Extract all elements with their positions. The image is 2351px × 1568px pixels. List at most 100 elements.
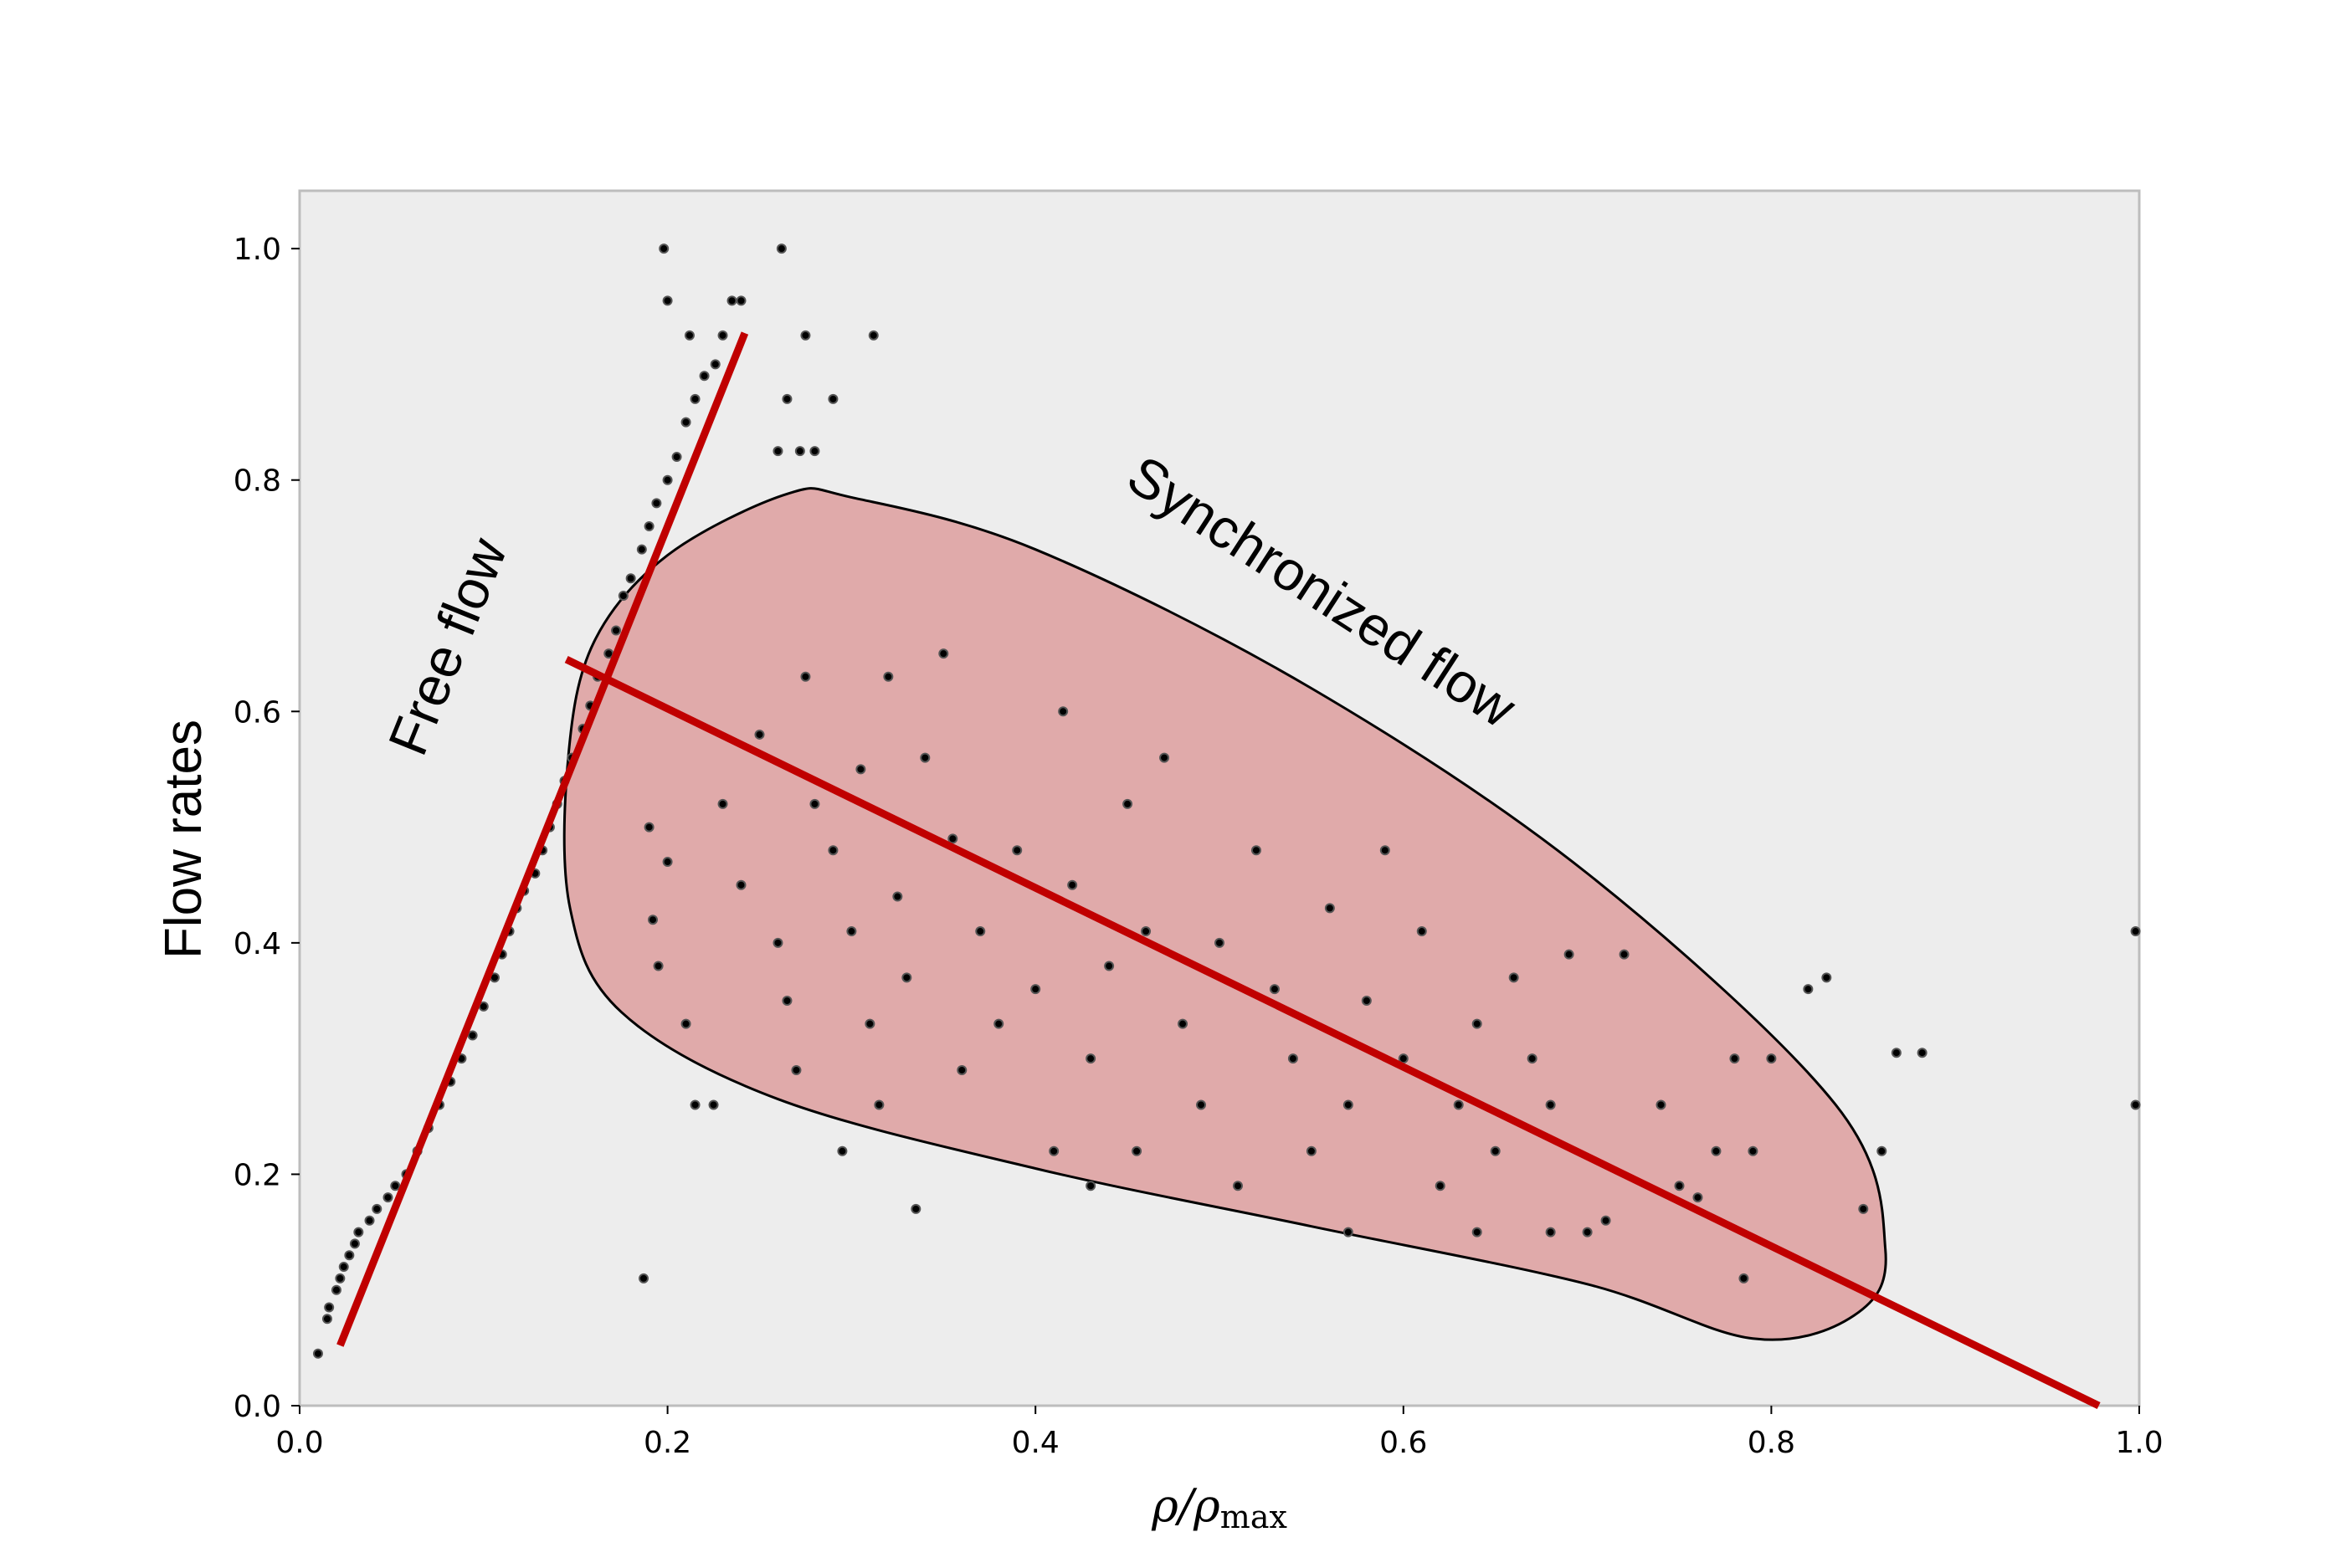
data-point-0-123 (1527, 1053, 1537, 1064)
data-point-0-106 (1214, 937, 1224, 948)
data-point-0-59 (773, 446, 783, 457)
data-point-0-108 (1250, 845, 1261, 856)
data-point-0-1 (321, 1314, 332, 1325)
data-point-0-95 (1049, 1145, 1060, 1156)
data-point-0-42 (662, 474, 673, 485)
data-point-0-129 (1674, 1181, 1685, 1191)
data-point-0-101 (1132, 1145, 1142, 1156)
data-point-0-99 (1104, 961, 1115, 971)
data-point-0-127 (1619, 949, 1630, 960)
data-point-0-67 (653, 961, 664, 971)
y-tick-label-2: 0.4 (234, 927, 281, 961)
data-point-0-110 (1287, 1053, 1298, 1064)
data-point-0-143 (1086, 1181, 1096, 1191)
data-point-0-69 (680, 1018, 691, 1029)
y-tick-label-1: 0.2 (234, 1158, 281, 1192)
data-point-0-6 (344, 1250, 355, 1261)
data-point-0-147 (1600, 1215, 1611, 1226)
scatter-points-layer (312, 243, 2141, 1359)
data-point-0-120 (1471, 1018, 1482, 1029)
data-point-0-3 (331, 1284, 341, 1295)
data-point-0-125 (1563, 949, 1574, 960)
x-tick-label-4: 0.8 (1748, 1426, 1795, 1460)
data-point-0-149 (1748, 1145, 1758, 1156)
data-point-0-135 (1821, 972, 1832, 983)
data-point-0-36 (611, 625, 622, 636)
data-point-0-39 (636, 544, 647, 555)
data-point-0-114 (1361, 996, 1372, 1006)
y-axis-ticks: 0.0 0.2 0.4 0.6 0.8 1.0 (234, 233, 300, 1424)
data-point-0-40 (644, 521, 654, 532)
x-axis-label-subscript: max (1220, 1499, 1287, 1535)
data-point-0-94 (1030, 984, 1041, 995)
data-point-0-37 (618, 591, 629, 601)
data-point-0-102 (1141, 926, 1152, 937)
data-point-0-105 (1196, 1099, 1207, 1110)
data-point-0-88 (938, 648, 949, 659)
data-point-0-76 (800, 671, 811, 682)
data-point-0-111 (1306, 1145, 1317, 1156)
data-point-0-58 (828, 393, 839, 404)
data-point-0-130 (1711, 1145, 1722, 1156)
x-axis-ticks: 0.0 0.2 0.4 0.6 0.8 1.0 (275, 1406, 2164, 1460)
y-tick-label-3: 0.6 (234, 695, 281, 730)
data-point-0-139 (1917, 1048, 1928, 1058)
data-point-0-132 (1738, 1273, 1749, 1284)
data-point-0-87 (920, 752, 931, 763)
data-point-0-142 (911, 1203, 921, 1214)
data-point-0-77 (809, 798, 820, 809)
data-point-0-113 (1342, 1099, 1353, 1110)
data-point-0-86 (901, 972, 912, 983)
data-point-0-96 (1058, 706, 1069, 717)
synchronized-flow-region (562, 487, 1887, 1341)
data-point-0-104 (1178, 1018, 1188, 1029)
data-point-0-74 (782, 996, 793, 1006)
y-tick-label-0: 0.0 (234, 1390, 281, 1424)
data-point-0-115 (1379, 845, 1390, 856)
data-point-0-128 (1655, 1099, 1666, 1110)
synchronized-flow-region-layer (562, 487, 1887, 1341)
data-point-0-12 (390, 1181, 401, 1191)
data-point-0-47 (710, 359, 721, 370)
data-point-0-55 (868, 330, 879, 341)
data-point-0-2 (324, 1302, 335, 1313)
data-point-0-48 (717, 330, 728, 341)
data-point-0-146 (1545, 1227, 1556, 1237)
data-point-0-68 (662, 857, 673, 868)
data-point-0-121 (1490, 1145, 1501, 1156)
data-point-0-93 (1012, 845, 1023, 856)
data-point-0-148 (1692, 1192, 1703, 1203)
x-tick-label-2: 0.4 (1012, 1426, 1060, 1460)
data-point-0-81 (855, 764, 866, 775)
fit-line-1 (564, 656, 2101, 1410)
data-point-0-75 (791, 1064, 802, 1075)
data-point-0-91 (975, 926, 986, 937)
data-point-0-85 (892, 891, 903, 902)
x-tick-label-1: 0.2 (644, 1426, 691, 1460)
data-point-0-56 (684, 330, 695, 341)
data-point-0-144 (1342, 1227, 1353, 1237)
data-point-0-98 (1086, 1053, 1096, 1064)
data-point-0-66 (648, 915, 659, 925)
data-point-0-112 (1324, 903, 1335, 914)
data-point-0-97 (1067, 879, 1078, 890)
data-point-0-117 (1416, 926, 1427, 937)
data-point-0-43 (671, 452, 682, 463)
data-point-0-140 (2130, 926, 2141, 937)
data-point-0-7 (349, 1238, 360, 1249)
data-point-0-45 (690, 393, 701, 404)
data-point-0-78 (828, 845, 839, 856)
data-point-0-64 (708, 1099, 719, 1110)
data-point-0-51 (662, 295, 673, 306)
data-point-0-133 (1766, 1053, 1777, 1064)
data-point-0-89 (947, 833, 958, 844)
data-point-0-71 (736, 879, 747, 890)
data-point-0-19 (467, 1030, 478, 1041)
data-point-0-90 (957, 1064, 968, 1075)
data-point-0-118 (1435, 1181, 1445, 1191)
fit-line-0 (336, 331, 749, 1347)
fit-lines-layer (336, 331, 2101, 1410)
data-point-0-83 (874, 1099, 885, 1110)
data-point-0-60 (794, 446, 805, 457)
